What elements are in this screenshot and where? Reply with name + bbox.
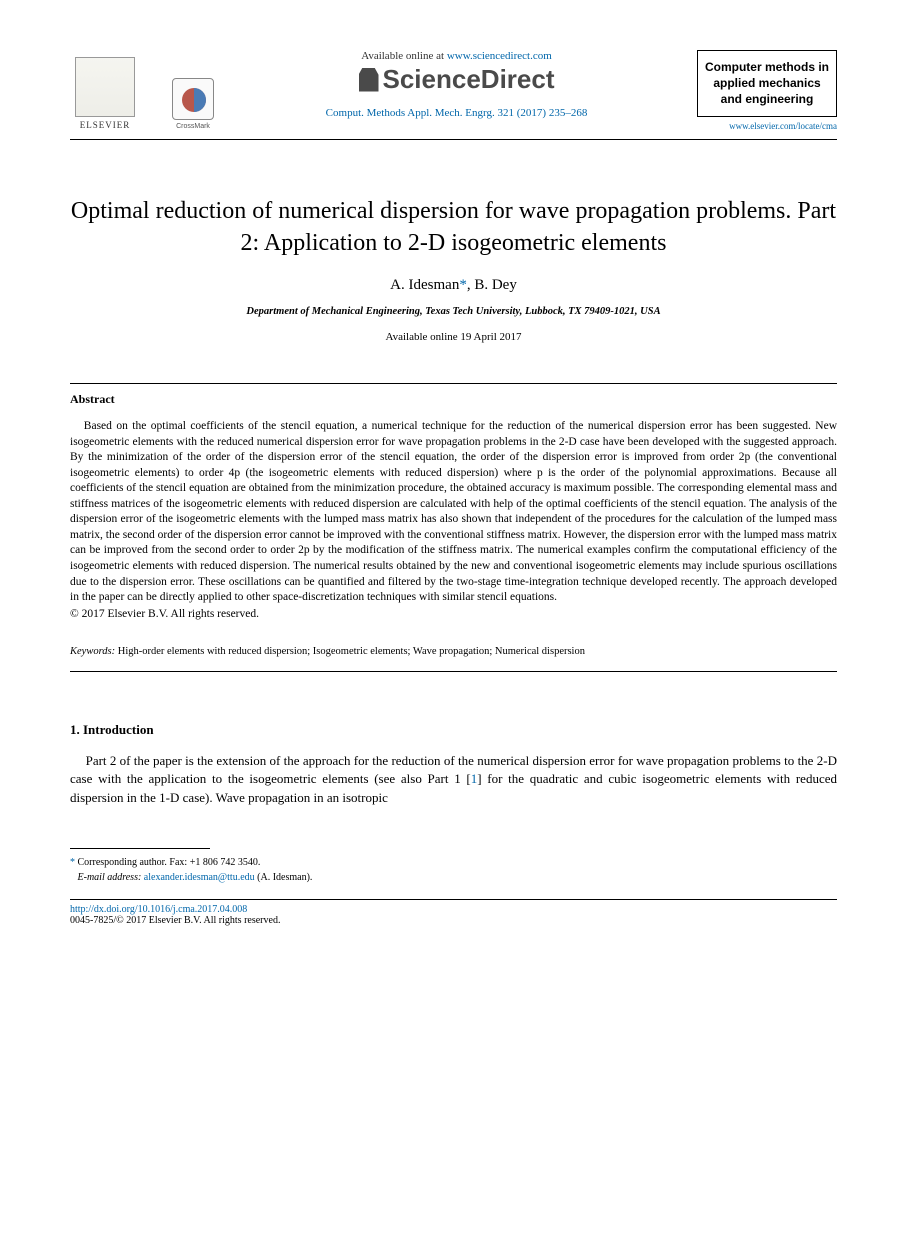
abstract-top-rule <box>70 383 837 384</box>
sciencedirect-wordmark[interactable]: ScienceDirect <box>226 64 687 95</box>
elsevier-tree-icon <box>75 57 135 117</box>
email-label: E-mail address: <box>78 872 144 883</box>
introduction-heading: 1. Introduction <box>70 722 837 738</box>
abstract-bottom-rule <box>70 671 837 672</box>
abstract-copyright: © 2017 Elsevier B.V. All rights reserved… <box>70 608 837 620</box>
email-footnote: E-mail address: alexander.idesman@ttu.ed… <box>70 870 837 885</box>
journal-box-wrap: Computer methods in applied mechanics an… <box>697 50 837 131</box>
citation-line[interactable]: Comput. Methods Appl. Mech. Engrg. 321 (… <box>226 107 687 119</box>
elsevier-logo[interactable]: ELSEVIER <box>70 50 140 130</box>
footnote-rule <box>70 848 210 849</box>
keywords-label: Keywords: <box>70 646 118 657</box>
crossmark-icon <box>172 78 214 120</box>
elsevier-label: ELSEVIER <box>80 120 131 130</box>
sciencedirect-icon <box>359 68 379 92</box>
issn-copyright: 0045-7825/© 2017 Elsevier B.V. All right… <box>70 915 837 926</box>
corresponding-author-footnote: * Corresponding author. Fax: +1 806 742 … <box>70 855 837 870</box>
email-author-suffix: (A. Idesman). <box>255 872 313 883</box>
header-rule <box>70 139 837 140</box>
paper-title: Optimal reduction of numerical dispersio… <box>70 195 837 260</box>
keywords-line: Keywords: High-order elements with reduc… <box>70 646 837 657</box>
available-prefix: Available online at <box>361 50 447 62</box>
author-1[interactable]: A. Idesman <box>390 277 459 293</box>
affiliation: Department of Mechanical Engineering, Te… <box>70 306 837 317</box>
corresponding-text: Corresponding author. Fax: +1 806 742 35… <box>78 857 261 868</box>
sciencedirect-url-link[interactable]: www.sciencedirect.com <box>447 50 552 62</box>
intro-paragraph: Part 2 of the paper is the extension of … <box>70 752 837 809</box>
author-email-link[interactable]: alexander.idesman@ttu.edu <box>144 872 255 883</box>
available-online-date: Available online 19 April 2017 <box>70 331 837 343</box>
corresponding-mark[interactable]: * <box>459 277 467 293</box>
footnote-star-icon: * <box>70 857 75 868</box>
center-header: Available online at www.sciencedirect.co… <box>216 50 697 119</box>
journal-cover-box: Computer methods in applied mechanics an… <box>697 50 837 117</box>
footnote-block: * Corresponding author. Fax: +1 806 742 … <box>70 855 837 885</box>
journal-title: Computer methods in applied mechanics an… <box>704 59 830 108</box>
crossmark-badge[interactable]: CrossMark <box>170 78 216 130</box>
sciencedirect-text: ScienceDirect <box>383 64 555 95</box>
author-line: A. Idesman*, B. Dey <box>70 277 837 294</box>
abstract-body: Based on the optimal coefficients of the… <box>70 419 837 605</box>
available-online-line: Available online at www.sciencedirect.co… <box>226 50 687 62</box>
journal-homepage-link[interactable]: www.elsevier.com/locate/cma <box>697 121 837 131</box>
footer-rule <box>70 899 837 900</box>
left-logo-group: ELSEVIER CrossMark <box>70 50 216 130</box>
keywords-text: High-order elements with reduced dispers… <box>118 646 585 657</box>
abstract-heading: Abstract <box>70 392 837 407</box>
page-container: ELSEVIER CrossMark Available online at w… <box>0 0 907 966</box>
doi-link[interactable]: http://dx.doi.org/10.1016/j.cma.2017.04.… <box>70 904 837 915</box>
author-2[interactable]: B. Dey <box>474 277 517 293</box>
crossmark-label: CrossMark <box>170 123 216 130</box>
header-row: ELSEVIER CrossMark Available online at w… <box>70 50 837 131</box>
